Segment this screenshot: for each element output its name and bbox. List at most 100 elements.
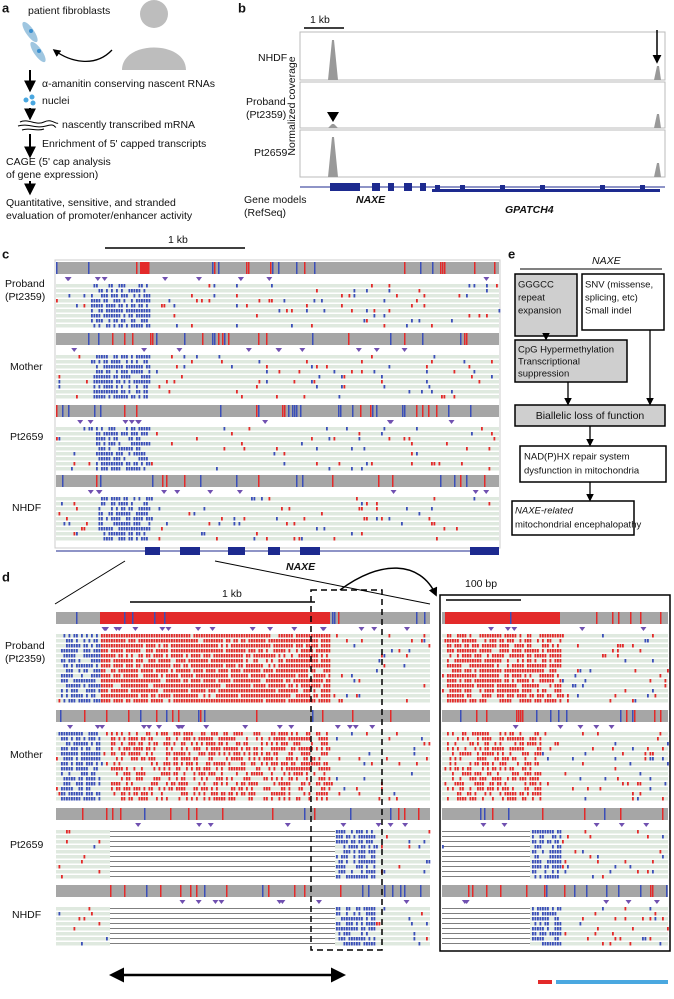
mismatch (131, 502, 133, 506)
mismatch (98, 644, 101, 648)
mismatch (371, 830, 373, 834)
mismatch (296, 639, 298, 643)
mismatch (557, 684, 559, 688)
mismatch (93, 649, 96, 653)
mismatch (206, 762, 208, 766)
mismatch (376, 507, 378, 511)
mismatch (156, 797, 158, 801)
mismatch (459, 694, 462, 698)
mismatch (183, 732, 186, 736)
coverage-tick (520, 710, 522, 722)
mismatch (146, 512, 148, 516)
mismatch (291, 777, 293, 781)
mismatch (98, 737, 101, 741)
mismatch (246, 777, 248, 781)
mismatch (507, 674, 509, 678)
mismatch (136, 380, 138, 384)
mismatch (507, 679, 509, 683)
mismatch (143, 669, 146, 673)
mismatch (544, 922, 547, 926)
mismatch (93, 782, 96, 786)
mismatch (153, 694, 156, 698)
mismatch (133, 517, 136, 521)
mismatch (549, 664, 552, 668)
insertion (577, 725, 584, 729)
mismatch (293, 669, 296, 673)
mismatch (609, 942, 612, 946)
mismatch (123, 457, 126, 461)
sample-label: Pt2659 (10, 839, 43, 851)
mismatch (121, 694, 123, 698)
mismatch (178, 684, 181, 688)
mismatch (143, 289, 146, 293)
mismatch (101, 462, 103, 466)
insertion (162, 277, 169, 281)
mismatch (632, 797, 634, 801)
read (335, 835, 430, 839)
mismatch (141, 797, 143, 801)
mismatch (537, 752, 539, 756)
mismatch (106, 432, 108, 436)
mismatch (534, 932, 537, 936)
mismatch (288, 787, 291, 791)
mismatch (183, 737, 186, 741)
mismatch (148, 522, 151, 526)
mismatch (256, 699, 258, 703)
mismatch (238, 752, 241, 756)
mismatch (226, 757, 228, 761)
mismatch (181, 644, 183, 648)
mismatch (537, 777, 539, 781)
mismatch (138, 772, 141, 776)
mismatch (657, 737, 659, 741)
mismatch (93, 699, 96, 703)
mismatch (509, 797, 512, 801)
mismatch (128, 752, 131, 756)
mismatch (286, 659, 288, 663)
mismatch (449, 689, 452, 693)
mismatch (539, 830, 542, 834)
mismatch (303, 659, 306, 663)
mismatch (111, 427, 113, 431)
mismatch (266, 689, 268, 693)
mismatch (452, 747, 454, 751)
exon (432, 189, 660, 192)
mismatch (126, 304, 128, 308)
mismatch (151, 679, 153, 683)
mismatch (291, 737, 293, 741)
mismatch (236, 757, 238, 761)
mismatch (552, 870, 554, 874)
mismatch (464, 699, 467, 703)
coverage-tick (312, 710, 314, 722)
mismatch (549, 654, 552, 658)
mismatch (203, 787, 206, 791)
mismatch (346, 850, 348, 854)
mismatch (358, 507, 361, 511)
read (56, 732, 430, 736)
coverage-tick (56, 405, 58, 417)
coverage-tick (542, 808, 544, 820)
mismatch (131, 797, 133, 801)
mismatch (547, 644, 549, 648)
mismatch (98, 360, 101, 364)
mismatch (173, 654, 176, 658)
mismatch (91, 752, 93, 756)
mismatch (431, 507, 433, 511)
mismatch (101, 355, 103, 359)
mismatch (308, 649, 311, 653)
mismatch (363, 860, 366, 864)
coverage-tick (632, 710, 634, 722)
mismatch (301, 699, 303, 703)
mismatch (126, 767, 128, 771)
mismatch (243, 742, 246, 746)
mismatch (542, 912, 544, 916)
mismatch (467, 792, 469, 796)
mismatch (639, 792, 642, 796)
mismatch (171, 639, 173, 643)
mismatch (341, 865, 343, 869)
sample-label: Mother (10, 361, 43, 373)
exon (460, 185, 465, 192)
mismatch (146, 674, 148, 678)
mismatch (138, 447, 141, 451)
mismatch (559, 845, 562, 849)
coverage-tick (440, 475, 442, 487)
